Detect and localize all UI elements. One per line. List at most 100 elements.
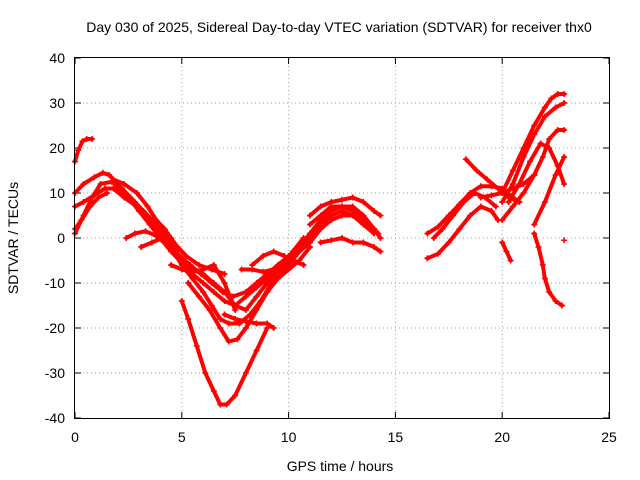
data-point (259, 253, 266, 259)
data-point (225, 338, 232, 345)
series-track-29 (499, 239, 514, 264)
data-point (503, 248, 510, 255)
data-point (424, 255, 431, 262)
data-point (317, 226, 324, 232)
data-point (242, 325, 249, 331)
data-point (187, 262, 194, 268)
data-point (101, 185, 108, 192)
y-tick-label: 20 (49, 140, 65, 156)
data-point (554, 91, 561, 97)
data-point (488, 208, 495, 214)
data-point (360, 217, 367, 223)
series-track-7 (110, 176, 185, 255)
data-point (349, 239, 356, 246)
data-point (253, 307, 260, 313)
data-point (349, 208, 356, 214)
data-point (285, 266, 292, 273)
data-point (242, 370, 249, 376)
data-point (242, 318, 249, 325)
data-point (217, 325, 224, 331)
data-point (435, 250, 442, 257)
data-point (178, 298, 185, 304)
data-point (546, 289, 553, 295)
data-point (79, 138, 86, 145)
data-point (492, 203, 499, 210)
plot-frame (74, 57, 610, 419)
data-point (110, 176, 117, 183)
series-line (532, 155, 567, 227)
data-point (281, 253, 288, 259)
data-point (484, 176, 491, 183)
data-point (232, 307, 239, 313)
data-point (242, 289, 249, 295)
y-axis-ticks: -40 -30 -20 -10 0 10 20 30 40 (45, 50, 609, 426)
x-axis-ticks: 0 5 10 15 20 25 (71, 58, 617, 445)
data-point (509, 203, 516, 210)
data-point (445, 239, 452, 246)
x-tick-label: 0 (71, 429, 79, 445)
data-point (99, 169, 106, 176)
y-axis-label: SDTVAR / TECUs (5, 182, 21, 294)
data-point (232, 392, 239, 399)
data-point (360, 199, 367, 205)
data-point (270, 248, 277, 255)
data-point (208, 302, 215, 309)
data-point (561, 127, 568, 133)
data-point (531, 230, 538, 237)
data-point (516, 181, 523, 187)
data-point (349, 194, 356, 201)
data-point (526, 158, 533, 165)
data-point (118, 185, 125, 192)
data-point (97, 181, 104, 187)
data-point (561, 237, 568, 244)
data-point (121, 181, 128, 187)
data-series (72, 91, 568, 408)
data-point (535, 244, 542, 250)
data-point (430, 235, 437, 241)
data-point (253, 320, 260, 327)
data-point (104, 190, 111, 196)
data-point (360, 239, 367, 246)
data-point (317, 212, 324, 219)
data-point (531, 172, 538, 178)
y-tick-label: 40 (49, 50, 65, 66)
data-point (123, 235, 130, 241)
series-track-15 (249, 248, 307, 268)
x-tick-label: 5 (178, 429, 186, 445)
data-point (546, 136, 553, 142)
data-point (554, 127, 561, 133)
data-point (531, 221, 538, 228)
data-point (221, 298, 228, 304)
data-point (477, 194, 484, 201)
series-track-1 (72, 136, 96, 165)
data-point (178, 262, 185, 268)
data-point (552, 172, 559, 178)
series-track-21 (424, 203, 501, 262)
data-point (520, 190, 527, 196)
data-point (548, 95, 555, 102)
data-point (509, 181, 516, 187)
data-point (552, 104, 559, 111)
data-point (499, 239, 506, 246)
data-point (242, 307, 249, 313)
data-point (264, 289, 271, 295)
data-point (450, 212, 457, 219)
data-point (225, 320, 232, 327)
data-point (170, 248, 177, 255)
data-point (200, 289, 207, 295)
data-point (537, 140, 544, 147)
data-point (178, 248, 185, 255)
data-point (185, 316, 192, 322)
data-point (328, 203, 335, 210)
data-point (317, 239, 324, 246)
data-point (339, 203, 345, 210)
data-point (234, 336, 241, 343)
data-point (477, 183, 484, 190)
data-point (193, 343, 200, 349)
data-point (106, 172, 113, 178)
data-point (91, 174, 98, 181)
data-point (296, 248, 303, 255)
data-point (539, 154, 546, 160)
data-point (467, 212, 474, 219)
